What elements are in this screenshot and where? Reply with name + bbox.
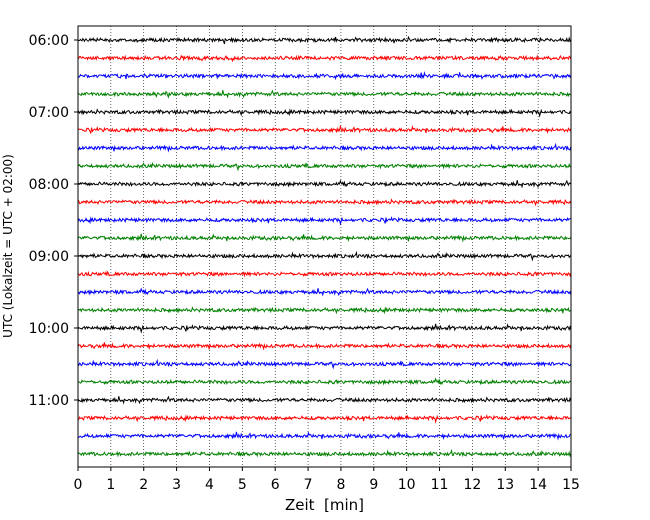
x-tick-label: 3 — [172, 477, 181, 493]
trace-0945 — [77, 306, 571, 315]
x-tick-label: 0 — [74, 477, 83, 493]
trace-0615 — [77, 54, 572, 63]
trace-1130 — [77, 431, 571, 441]
x-tick-label: 5 — [238, 477, 247, 493]
x-tick-label: 7 — [304, 477, 313, 493]
trace-0730 — [77, 142, 572, 153]
trace-0700 — [77, 108, 572, 118]
trace-1000 — [77, 323, 572, 334]
x-tick-label: 14 — [529, 477, 547, 493]
trace-1015 — [77, 342, 572, 351]
x-tick-label: 9 — [369, 477, 378, 493]
y-axis-ticks: 06:00 07:00 08:00 09:00 10:00 11:00 — [29, 33, 78, 409]
trace-1145 — [77, 448, 572, 458]
x-axis-label: Zeit [min] — [285, 496, 364, 514]
y-tick-label: 08:00 — [29, 177, 69, 193]
y-tick-label: 10:00 — [29, 321, 69, 337]
y-axis-label: UTC (Lokalzeit = UTC + 02:00) — [1, 154, 15, 338]
trace-0715 — [77, 125, 572, 135]
x-tick-label: 12 — [463, 477, 481, 493]
trace-1115 — [77, 414, 572, 424]
y-tick-label: 09:00 — [29, 249, 69, 265]
trace-0845 — [77, 233, 572, 243]
y-tick-label: 11:00 — [29, 393, 69, 409]
x-tick-label: 11 — [431, 477, 449, 493]
x-tick-label: 2 — [139, 477, 148, 493]
trace-0930 — [77, 287, 572, 297]
x-tick-label: 8 — [336, 477, 345, 493]
x-axis-ticks: 0 1 2 3 4 5 6 7 8 9 10 11 12 13 14 15 — [74, 467, 580, 493]
trace-0800 — [77, 179, 572, 189]
x-tick-label: 10 — [398, 477, 416, 493]
trace-1045 — [77, 377, 572, 386]
trace-0815 — [77, 198, 572, 207]
trace-0600 — [77, 35, 572, 45]
trace-0915 — [77, 270, 572, 278]
trace-0745 — [77, 161, 572, 172]
x-tick-label: 6 — [271, 477, 280, 493]
trace-0900 — [77, 250, 572, 262]
x-tick-label: 1 — [106, 477, 115, 493]
trace-layer — [77, 35, 572, 458]
trace-0830 — [77, 216, 571, 226]
x-tick-label: 4 — [205, 477, 214, 493]
trace-1100 — [77, 395, 572, 405]
x-tick-label: 15 — [562, 477, 580, 493]
y-tick-label: 07:00 — [29, 105, 69, 121]
trace-1030 — [77, 358, 572, 370]
x-tick-label: 13 — [496, 477, 514, 493]
trace-0630 — [77, 70, 572, 81]
y-tick-label: 06:00 — [29, 33, 69, 49]
plot-frame — [77, 25, 572, 468]
trace-0645 — [77, 89, 572, 99]
